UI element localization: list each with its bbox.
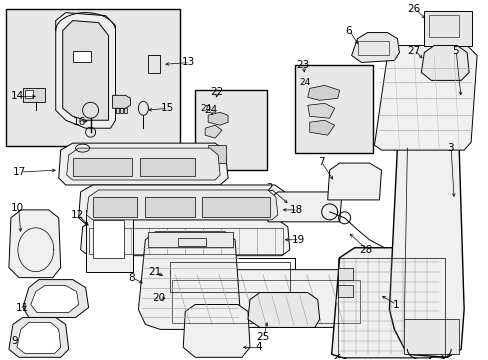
- Bar: [92, 220, 124, 258]
- Bar: [88, 228, 282, 254]
- Polygon shape: [267, 192, 341, 222]
- Text: 28: 28: [359, 245, 372, 255]
- Polygon shape: [247, 293, 319, 328]
- Text: 16: 16: [73, 117, 86, 127]
- Text: 25: 25: [255, 332, 269, 342]
- Text: 6: 6: [345, 26, 351, 36]
- Bar: [85, 210, 133, 272]
- Text: 24: 24: [203, 105, 217, 115]
- Bar: [202, 197, 269, 217]
- Bar: [148, 232, 233, 247]
- Text: 19: 19: [291, 235, 305, 245]
- Polygon shape: [327, 163, 381, 200]
- Bar: [357, 41, 388, 55]
- Text: 26: 26: [407, 4, 420, 14]
- Bar: [148, 55, 160, 73]
- Polygon shape: [59, 143, 227, 185]
- Polygon shape: [205, 125, 222, 138]
- Polygon shape: [79, 185, 287, 224]
- Text: 4: 4: [254, 342, 261, 352]
- Text: 9: 9: [11, 336, 18, 346]
- Bar: [140, 158, 195, 176]
- Bar: [208, 145, 225, 163]
- Bar: [404, 319, 458, 354]
- Text: 13: 13: [182, 58, 195, 67]
- Bar: [337, 268, 352, 280]
- Bar: [6, 9, 180, 146]
- Text: 24: 24: [299, 78, 310, 87]
- Bar: [178, 238, 206, 246]
- Bar: [337, 258, 444, 357]
- Text: 21: 21: [148, 267, 162, 276]
- Polygon shape: [309, 120, 334, 135]
- Polygon shape: [138, 232, 240, 329]
- Bar: [170, 262, 289, 292]
- Polygon shape: [388, 140, 463, 357]
- Text: 11: 11: [16, 302, 29, 312]
- Text: 15: 15: [160, 103, 173, 113]
- Polygon shape: [208, 112, 227, 125]
- Polygon shape: [31, 285, 79, 312]
- Bar: [172, 280, 359, 323]
- Polygon shape: [307, 85, 339, 100]
- Polygon shape: [421, 45, 468, 80]
- Polygon shape: [307, 103, 334, 118]
- Text: 27: 27: [407, 45, 420, 55]
- Polygon shape: [9, 318, 68, 357]
- Bar: [120, 108, 123, 113]
- Text: 7: 7: [317, 157, 324, 167]
- Bar: [124, 108, 127, 113]
- Polygon shape: [17, 323, 61, 353]
- Text: 12: 12: [71, 210, 84, 220]
- Text: 1: 1: [392, 300, 398, 310]
- Polygon shape: [331, 248, 443, 359]
- Bar: [23, 88, 45, 102]
- Bar: [337, 285, 352, 297]
- Text: 10: 10: [11, 203, 24, 213]
- Text: 8: 8: [128, 273, 135, 283]
- Text: 20: 20: [152, 293, 165, 302]
- Text: 18: 18: [289, 205, 303, 215]
- Text: 5: 5: [451, 45, 458, 55]
- Polygon shape: [112, 95, 130, 108]
- Text: 14: 14: [11, 91, 24, 101]
- Text: 23: 23: [295, 60, 308, 71]
- Bar: [25, 90, 33, 98]
- Polygon shape: [66, 148, 220, 180]
- Bar: [73, 50, 90, 62]
- Polygon shape: [165, 270, 367, 328]
- Polygon shape: [9, 210, 61, 278]
- Text: 22: 22: [210, 87, 223, 97]
- Polygon shape: [62, 21, 108, 120]
- Polygon shape: [183, 305, 249, 357]
- Polygon shape: [86, 190, 277, 220]
- Text: 24: 24: [200, 104, 211, 113]
- Bar: [294, 66, 372, 153]
- Bar: [428, 15, 458, 37]
- Bar: [116, 108, 119, 113]
- Text: 2: 2: [265, 183, 272, 193]
- Polygon shape: [374, 45, 476, 150]
- Polygon shape: [23, 280, 88, 318]
- Bar: [165, 258, 294, 296]
- Bar: [424, 11, 471, 45]
- Text: 17: 17: [13, 167, 26, 177]
- Bar: [145, 197, 195, 217]
- Bar: [92, 197, 137, 217]
- Bar: [195, 90, 266, 170]
- Text: 3: 3: [447, 143, 453, 153]
- Bar: [73, 158, 132, 176]
- Polygon shape: [351, 32, 399, 62]
- Polygon shape: [81, 220, 289, 256]
- Polygon shape: [56, 13, 115, 128]
